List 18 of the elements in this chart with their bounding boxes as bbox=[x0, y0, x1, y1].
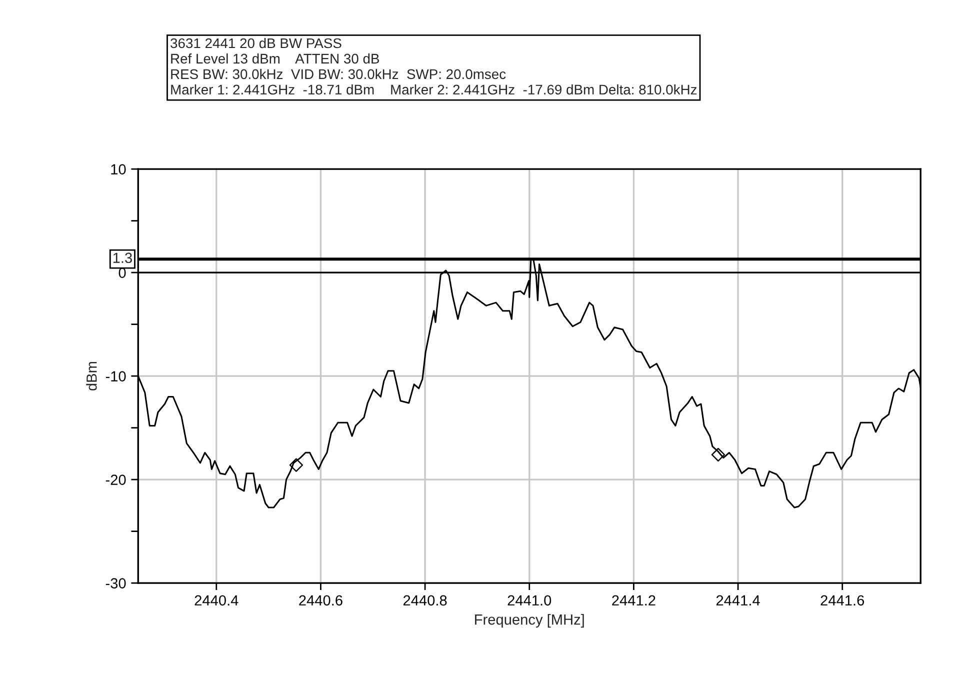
x-tick-label: 2441.0 bbox=[508, 595, 552, 606]
text: Ref Level 13 dBm ATTEN 30 dB bbox=[171, 53, 380, 64]
text: RES BW: 30.0kHz VID BW: 30.0kHz SWP: 20.0msec bbox=[171, 68, 506, 80]
y-tick-label: 10 bbox=[111, 164, 126, 174]
text: Marker 1: 2.441GHz -18.71 dBm Marker 2: 2.441GHz -17.69 dBm Delta: 810.0kHz bbox=[171, 84, 697, 95]
x-tick-label: 2441.4 bbox=[716, 595, 760, 606]
x-tick-label: 2440.4 bbox=[194, 595, 238, 606]
x-tick-label: 2441.2 bbox=[612, 595, 656, 606]
x-tick-label: 2441.6 bbox=[820, 595, 864, 606]
y-axis-title: dBm bbox=[86, 362, 97, 390]
x-tick-label: 2440.8 bbox=[403, 595, 447, 606]
text: 3631 2441 20 dB BW PASS bbox=[170, 38, 342, 48]
y-tick-label: -10 bbox=[106, 371, 126, 382]
y-tick-label: -20 bbox=[106, 474, 126, 485]
ref-line-label: 1.3 bbox=[113, 252, 132, 264]
x-axis-title: Frequency [MHz] bbox=[475, 614, 584, 628]
x-tick-label: 2440.6 bbox=[299, 595, 342, 606]
y-tick-label: -30 bbox=[106, 578, 126, 588]
